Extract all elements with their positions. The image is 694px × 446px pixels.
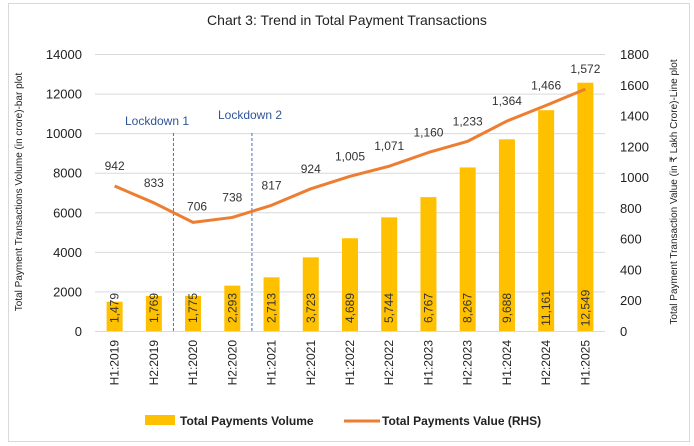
value-line	[114, 87, 586, 224]
right-axis-label: Total Payment Transaction Value (in ₹ La…	[669, 59, 680, 324]
left-tick-label: 4000	[53, 245, 82, 260]
bar-value-label: 5,744	[382, 293, 396, 323]
chart-title: Chart 3: Trend in Total Payment Transact…	[207, 12, 487, 28]
left-tick-label: 8000	[53, 166, 82, 181]
bar-value-label: 3,723	[304, 293, 318, 323]
bar	[185, 295, 202, 331]
bar	[420, 197, 437, 331]
bar	[302, 257, 319, 331]
left-tick-label: 10000	[46, 126, 82, 141]
line-value-label: 817	[262, 178, 282, 192]
category-label: H1:2024	[500, 340, 514, 386]
line-value-label: 833	[144, 176, 164, 190]
line-value-label: 738	[222, 190, 242, 204]
bar-value-label: 12,549	[578, 289, 592, 326]
right-tick-label: 0	[620, 324, 627, 339]
bar	[145, 295, 162, 331]
lockdown-annotations: Lockdown 1 Lockdown 2	[125, 108, 282, 331]
right-tick-label: 800	[620, 201, 642, 216]
line-value-label: 1,233	[453, 114, 483, 128]
bar	[263, 277, 280, 331]
lockdown-label: Lockdown 2	[218, 108, 282, 122]
line-value-label: 1,160	[413, 125, 443, 139]
bar	[577, 82, 594, 331]
line-series: 942 833 706 738 817 924 1,005 1,071 1,160 1,233 1,…	[105, 62, 601, 224]
bar	[224, 285, 241, 331]
right-tick-label: 1400	[620, 109, 649, 124]
category-label: H1:2022	[343, 340, 357, 386]
category-label: H1:2021	[265, 340, 279, 386]
bar	[106, 301, 123, 331]
gridlines	[95, 54, 605, 332]
bar-value-label: 6,767	[421, 293, 435, 323]
bar-value-label: 4,689	[343, 293, 357, 323]
bar-value-label: 1,775	[186, 293, 200, 323]
bar-value-label: 9,688	[500, 293, 514, 323]
bar	[498, 139, 515, 331]
category-label: H1:2025	[578, 340, 592, 386]
legend-value: Total Payments Value (RHS)	[382, 414, 541, 428]
legend-bar-swatch	[145, 415, 175, 425]
legend-volume: Total Payments Volume	[180, 414, 314, 428]
left-tick-label: 2000	[53, 284, 82, 299]
category-label: H2:2021	[304, 340, 318, 386]
category-label: H1:2019	[108, 340, 122, 386]
category-label: H1:2020	[186, 340, 200, 386]
left-tick-label: 0	[75, 324, 82, 339]
line-value-label: 924	[301, 162, 321, 176]
line-value-label: 1,071	[374, 139, 404, 153]
line-value-label: 706	[187, 199, 207, 213]
bar-value-label: 8,267	[461, 293, 475, 323]
left-axis-label: Total Payment Transactions Volume (in cr…	[14, 73, 25, 312]
left-tick-label: 12000	[46, 87, 82, 102]
bar-value-label: 1,769	[147, 293, 161, 323]
right-tick-label: 1800	[620, 47, 649, 62]
left-tick-label: 6000	[53, 205, 82, 220]
legend: Total Payments Volume Total Payments Val…	[145, 414, 541, 428]
right-tick-label: 1200	[620, 139, 649, 154]
chart-frame	[8, 3, 690, 442]
category-label: H2:2022	[382, 340, 396, 386]
left-axis-ticks: 0 2000 4000 6000 8000 10000 12000 14000	[46, 47, 82, 339]
line-value-label: 1,005	[335, 149, 365, 163]
category-label: H1:2023	[421, 340, 435, 386]
bar	[381, 217, 398, 331]
bar	[459, 167, 476, 331]
bar	[538, 110, 555, 331]
right-tick-label: 600	[620, 232, 642, 247]
line-value-label: 942	[105, 159, 125, 173]
right-tick-label: 200	[620, 293, 642, 308]
lockdown-label: Lockdown 1	[125, 114, 189, 128]
bar	[342, 238, 358, 331]
right-tick-label: 400	[620, 262, 642, 277]
right-tick-label: 1000	[620, 170, 649, 185]
bar-value-label: 11,161	[539, 290, 553, 326]
bar-value-label: 1,479	[108, 293, 122, 323]
bar-value-label: 2,713	[265, 293, 279, 323]
category-label: H2:2023	[461, 340, 475, 386]
category-axis: H1:2019 H2:2019 H1:2020 H2:2020 H1:2021 H2:20…	[108, 340, 593, 386]
line-value-label: 1,364	[492, 94, 522, 108]
bar-value-label: 2,293	[225, 293, 239, 323]
right-tick-label: 1600	[620, 78, 649, 93]
right-axis-ticks: 0 200 400 600 800 1000 1200 1400 1600 1800	[620, 47, 649, 339]
left-tick-label: 14000	[46, 47, 82, 62]
line-value-label: 1,466	[531, 78, 561, 92]
line-value-label: 1,572	[570, 62, 600, 76]
category-label: H2:2024	[539, 340, 553, 386]
category-label: H2:2019	[147, 340, 161, 386]
bar-series: 1,479 1,769 1,775 2,293 2,713 3,723 4,689 5,744…	[106, 82, 594, 331]
category-label: H2:2020	[225, 340, 239, 386]
